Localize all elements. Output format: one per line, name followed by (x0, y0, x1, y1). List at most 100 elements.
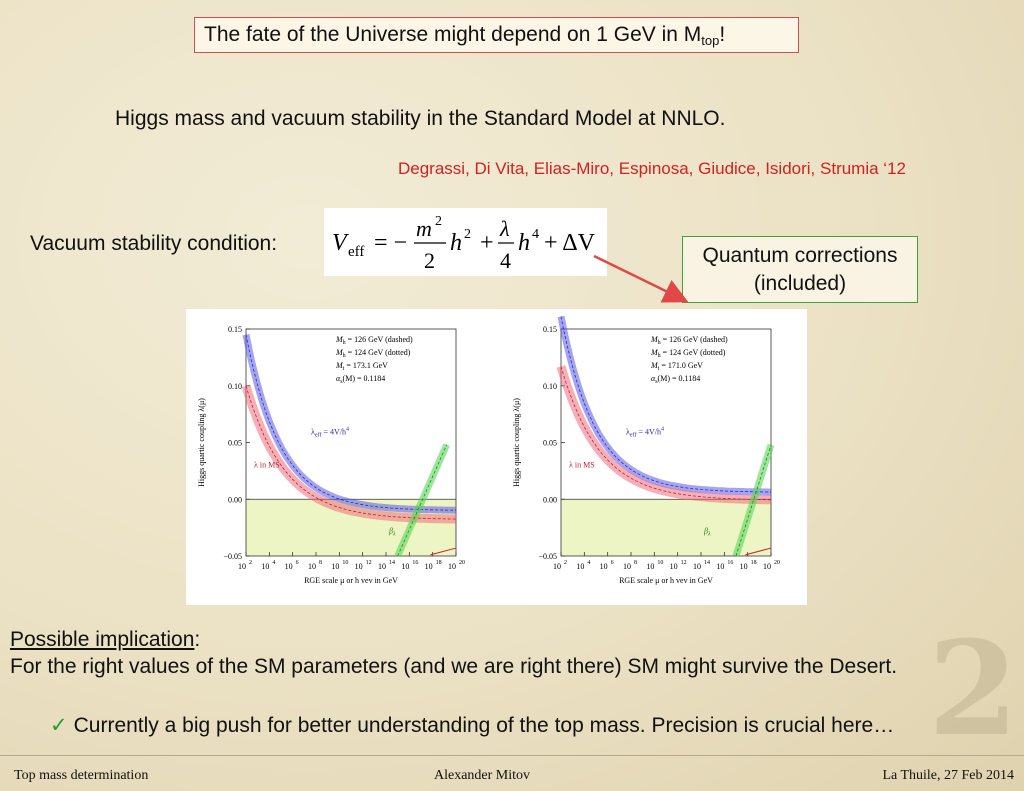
x-tick-exponent: 2 (564, 560, 567, 566)
y-axis-label: Higgs quartic coupling λ(μ) (197, 398, 206, 487)
x-tick-label: 10 (763, 562, 771, 571)
x-tick-exponent: 16 (727, 560, 733, 566)
quantum-corrections-callout: Quantum corrections (included) (682, 236, 918, 303)
y-tick-label: 0.10 (543, 382, 557, 391)
formula-lhs-sub: eff (348, 244, 364, 260)
lambda-ms-label: λ in MS (254, 460, 280, 469)
x-tick-exponent: 6 (296, 560, 299, 566)
footer-author: Alexander Mitov (434, 768, 531, 783)
vacuum-stability-label: Vacuum stability condition: (30, 232, 278, 255)
lambda-eff-label: λeff = 4V/h4 (311, 427, 349, 439)
legend-row: Mh = 124 GeV (dotted) (650, 348, 726, 359)
x-tick-exponent: 10 (657, 560, 663, 566)
bullet-point: ✓ Currently a big push for better underst… (50, 713, 894, 738)
footer-date: La Thuile, 27 Feb 2014 (882, 768, 1014, 783)
beta-curve (735, 444, 772, 557)
x-tick-exponent: 14 (704, 560, 710, 566)
formula-h2-exp: 4 (532, 227, 539, 242)
formula-plus: + (480, 230, 494, 256)
x-tick-label: 10 (378, 562, 386, 571)
x-tick-label: 10 (670, 562, 678, 571)
title-end: ! (719, 23, 726, 46)
y-axis-label: Higgs quartic coupling λ(μ) (512, 398, 521, 487)
x-tick-label: 10 (308, 562, 316, 571)
title-subscript: top (701, 33, 720, 48)
formula-delta-v: + ΔV (544, 230, 596, 256)
lambda-ms-band (556, 365, 772, 505)
implication-text: For the right values of the SM parameter… (10, 655, 898, 678)
title-box: The fate of the Universe might depend on… (194, 17, 799, 53)
implication-colon: : (194, 628, 201, 651)
implication-heading-text: Possible implication (10, 628, 195, 651)
lambda-ms-label: λ in MS (569, 460, 595, 469)
x-tick-label: 10 (261, 562, 269, 571)
formula-h1: h (450, 230, 462, 256)
formula-denom-2: 2 (424, 248, 435, 273)
x-tick-exponent: 20 (459, 560, 465, 566)
x-tick-label: 10 (331, 562, 339, 571)
formula-equals: = − (374, 230, 407, 256)
x-axis-label: RGE scale μ or h vev in GeV (304, 576, 398, 585)
y-tick-label: 0.15 (543, 325, 557, 334)
x-tick-exponent: 4 (272, 560, 275, 566)
x-tick-label: 10 (401, 562, 409, 571)
subtitle: Higgs mass and vacuum stability in the S… (115, 107, 726, 130)
x-tick-exponent: 12 (366, 560, 372, 566)
lambda-ms-curve (560, 366, 772, 501)
beta-label: βλ (388, 526, 396, 537)
y-tick-label: 0.00 (543, 495, 557, 504)
x-tick-label: 10 (448, 562, 456, 571)
x-tick-exponent: 6 (611, 560, 614, 566)
formula-h2: h (518, 230, 530, 256)
lambda-eff-label: λeff = 4V/h4 (626, 427, 664, 439)
formula-denom-4: 4 (500, 248, 511, 273)
x-tick-exponent: 2 (249, 560, 252, 566)
authors-reference: Degrassi, Di Vita, Elias-Miro, Espinosa,… (398, 159, 906, 178)
bullet-text: Currently a big push for better understa… (73, 714, 895, 737)
y-tick-label: 0.15 (228, 325, 242, 334)
beta-curve (397, 444, 448, 557)
bottom-right-line (745, 547, 772, 556)
x-tick-label: 10 (285, 562, 293, 571)
x-tick-exponent: 4 (587, 560, 590, 566)
formula-lhs: V (332, 230, 349, 256)
x-tick-exponent: 8 (634, 560, 637, 566)
x-tick-label: 10 (693, 562, 701, 571)
legend-row: Mt = 171.0 GeV (650, 361, 703, 372)
lambda-ms-curve (245, 385, 457, 520)
effective-potential-formula: V eff = − m 2 2 h 2 + λ 4 h 4 + ΔV (324, 208, 607, 276)
x-tick-exponent: 20 (774, 560, 780, 566)
callout-line-2: (included) (753, 272, 847, 295)
y-tick-label: 0.05 (543, 439, 557, 448)
y-tick-label: 0.05 (228, 439, 242, 448)
y-tick-label: 0.10 (228, 382, 242, 391)
legend-row: αs(M) = 0.1184 (651, 374, 700, 385)
plots-panel: 0.15 0.10 0.05 0.00 −0.05 10 2 10 4 10 6 10 8 10 10 10 1… (186, 309, 807, 605)
x-axis-label: RGE scale μ or h vev in GeV (619, 576, 713, 585)
title-text: The fate of the Universe might depend on… (204, 23, 702, 46)
x-tick-label: 10 (576, 562, 584, 571)
y-tick-label: 0.00 (228, 495, 242, 504)
footer-divider (0, 755, 1024, 756)
callout-arrow (593, 254, 689, 303)
x-tick-label: 10 (600, 562, 608, 571)
formula-lambda: λ (499, 216, 510, 241)
formula-m-exp: 2 (435, 214, 442, 229)
lambda-eff-curve (560, 316, 772, 493)
y-tick-label: −0.05 (223, 552, 242, 561)
callout-line-1: Quantum corrections (702, 244, 898, 267)
footer-topic: Top mass determination (14, 768, 149, 783)
implication-heading: Possible implication: (10, 628, 200, 652)
legend-row: Mh = 124 GeV (dotted) (335, 348, 411, 359)
formula-m: m (416, 216, 432, 241)
x-tick-label: 10 (716, 562, 724, 571)
legend-row: Mt = 173.1 GeV (335, 361, 388, 372)
x-tick-label: 10 (425, 562, 433, 571)
x-tick-label: 10 (553, 562, 561, 571)
x-tick-exponent: 18 (436, 560, 442, 566)
x-tick-exponent: 18 (751, 560, 757, 566)
x-tick-exponent: 10 (342, 560, 348, 566)
x-tick-exponent: 14 (389, 560, 395, 566)
formula-h1-exp: 2 (464, 227, 471, 242)
